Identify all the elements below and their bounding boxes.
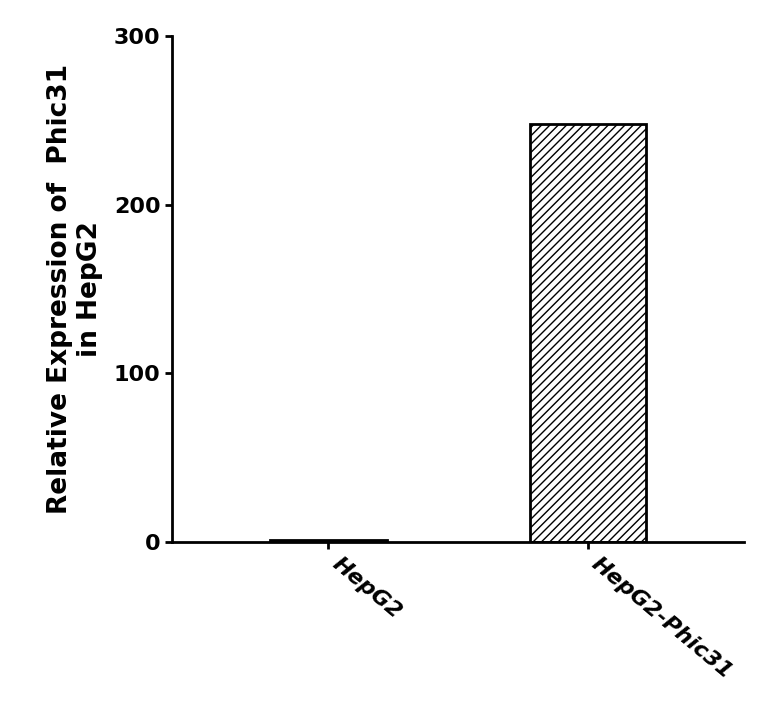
Bar — [269, 540, 387, 542]
Y-axis label: Relative Expression of  Phic31
in HepG2: Relative Expression of Phic31 in HepG2 — [47, 64, 103, 514]
Bar — [529, 123, 647, 542]
